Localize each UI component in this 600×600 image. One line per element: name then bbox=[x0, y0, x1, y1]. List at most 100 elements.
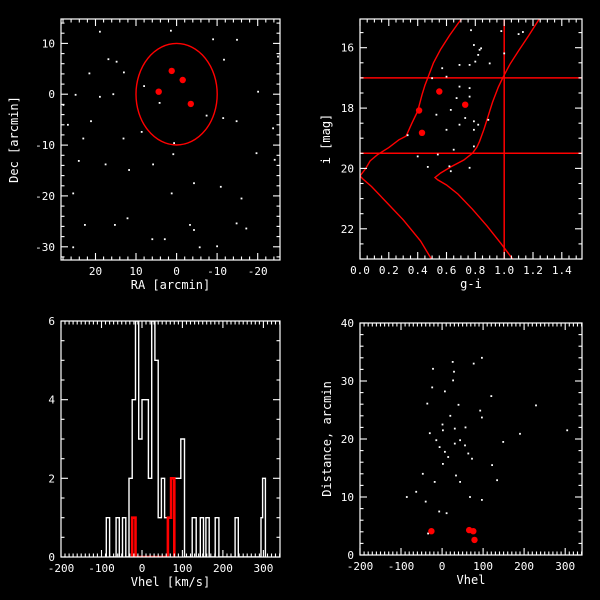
field-star-point bbox=[163, 238, 166, 241]
field-star-point bbox=[449, 109, 452, 111]
y-tick-label: 30 bbox=[341, 375, 354, 388]
field-star-point bbox=[459, 481, 461, 483]
field-star-point bbox=[452, 379, 454, 382]
field-star-point bbox=[193, 182, 195, 185]
field-star-point bbox=[406, 134, 409, 137]
field-star-point bbox=[473, 128, 475, 131]
axis-ticks bbox=[359, 322, 583, 556]
x-tick-label: 1.2 bbox=[523, 264, 543, 277]
field-star-point bbox=[112, 93, 115, 96]
plot-frame bbox=[60, 320, 281, 558]
field-star-point bbox=[480, 47, 482, 50]
field-star-point bbox=[431, 386, 434, 389]
field-star-point bbox=[445, 512, 448, 515]
field-star-point bbox=[277, 55, 279, 58]
cmd-member-stars bbox=[415, 88, 469, 136]
isochrone-curve bbox=[360, 19, 463, 259]
x-tick-label: -10 bbox=[207, 265, 227, 278]
x-tick-label: 300 bbox=[555, 560, 575, 573]
field-star-point bbox=[122, 137, 125, 140]
field-star-point bbox=[88, 72, 91, 75]
field-star-point bbox=[487, 118, 490, 121]
y-tick-label: 0 bbox=[347, 549, 354, 562]
field-star-point bbox=[445, 128, 448, 131]
cmd-x-axis-label: g-i bbox=[460, 277, 482, 291]
x-tick-label: 300 bbox=[253, 562, 273, 575]
field-star-point bbox=[457, 403, 460, 406]
y-tick-label: 20 bbox=[341, 162, 354, 175]
field-star-point bbox=[474, 60, 477, 63]
sky-position-chart: 20 10 0 -10 -20 10 0 -10 -20 -30 RA [arcmin] Dec [a… bbox=[7, 18, 281, 292]
field-star-point bbox=[448, 165, 451, 168]
member-star-point bbox=[155, 88, 162, 95]
field-star-point bbox=[519, 432, 521, 435]
field-star-point bbox=[99, 95, 101, 98]
field-star-point bbox=[468, 64, 471, 66]
sky-position-y-axis-label: Dec [arcmin] bbox=[7, 96, 21, 183]
field-star-point bbox=[104, 163, 107, 166]
x-tick-label: 0 bbox=[439, 560, 446, 573]
panel-velocity-distance: -200 -100 0 100 200 300 0 10 20 30 40 Vhel Distance,… bbox=[300, 300, 600, 600]
field-star-point bbox=[447, 456, 450, 458]
field-star-point bbox=[432, 367, 434, 370]
field-star-point bbox=[272, 127, 274, 130]
field-star-point bbox=[496, 479, 498, 482]
x-tick-label: 0 bbox=[173, 265, 180, 278]
field-star-point bbox=[74, 93, 77, 96]
member-star-point bbox=[436, 88, 443, 95]
field-star-point bbox=[416, 155, 419, 158]
x-tick-label: 0.4 bbox=[408, 264, 428, 277]
field-star-point bbox=[445, 75, 448, 78]
velocity-distance-field-stars bbox=[405, 356, 569, 535]
field-star-point bbox=[140, 131, 143, 133]
field-star-point bbox=[449, 414, 452, 417]
member-star-point bbox=[187, 100, 194, 108]
y-tick-label: 2 bbox=[48, 472, 55, 485]
x-tick-label: 200 bbox=[213, 562, 233, 575]
y-tick-label: 4 bbox=[48, 394, 55, 407]
field-star-point bbox=[455, 474, 457, 477]
x-tick-label: 1.0 bbox=[494, 264, 514, 277]
member-stars-histogram bbox=[130, 477, 176, 557]
field-star-point bbox=[431, 77, 433, 80]
member-star-point bbox=[418, 129, 426, 136]
panel-sky-position: 20 10 0 -10 -20 10 0 -10 -20 -30 RA [arcmin] Dec [a… bbox=[0, 0, 300, 300]
field-star-point bbox=[488, 62, 491, 65]
field-star-point bbox=[424, 500, 427, 503]
member-star-point bbox=[471, 536, 478, 544]
field-star-point bbox=[435, 439, 438, 442]
field-star-point bbox=[464, 426, 467, 429]
field-star-point bbox=[415, 490, 418, 493]
field-star-point bbox=[107, 58, 110, 61]
field-star-point bbox=[172, 153, 175, 156]
field-star-point bbox=[67, 123, 69, 126]
y-tick-label: 20 bbox=[341, 433, 354, 446]
field-star-point bbox=[517, 33, 520, 35]
field-star-point bbox=[257, 90, 259, 93]
y-tick-label: -10 bbox=[35, 139, 55, 152]
velocity-distance-chart: -200 -100 0 100 200 300 0 10 20 30 40 Vhel Distance,… bbox=[320, 317, 583, 587]
field-star-point bbox=[500, 30, 503, 32]
field-star-point bbox=[491, 464, 493, 466]
field-star-point bbox=[170, 192, 173, 195]
field-star-point bbox=[99, 30, 101, 33]
y-tick-label: 10 bbox=[341, 491, 354, 504]
y-tick-label: 0 bbox=[48, 88, 55, 101]
field-star-point bbox=[472, 362, 475, 365]
field-star-point bbox=[193, 229, 195, 231]
field-star-point bbox=[467, 452, 470, 455]
tick-labels: -200 -100 0 100 200 300 0 10 20 30 40 bbox=[341, 317, 575, 573]
field-star-point bbox=[503, 52, 506, 55]
tick-labels: 20 10 0 -10 -20 10 0 -10 -20 -30 bbox=[35, 37, 268, 278]
field-star-point bbox=[453, 370, 455, 373]
member-star-point bbox=[470, 528, 477, 535]
field-star-point bbox=[198, 246, 201, 249]
sky-position-field-stars bbox=[62, 29, 279, 249]
member-star-point bbox=[179, 76, 186, 84]
field-star-point bbox=[212, 38, 214, 41]
field-star-point bbox=[90, 120, 92, 123]
field-star-point bbox=[458, 85, 461, 88]
field-star-point bbox=[421, 472, 424, 475]
field-star-point bbox=[469, 496, 471, 498]
field-star-point bbox=[468, 95, 471, 98]
